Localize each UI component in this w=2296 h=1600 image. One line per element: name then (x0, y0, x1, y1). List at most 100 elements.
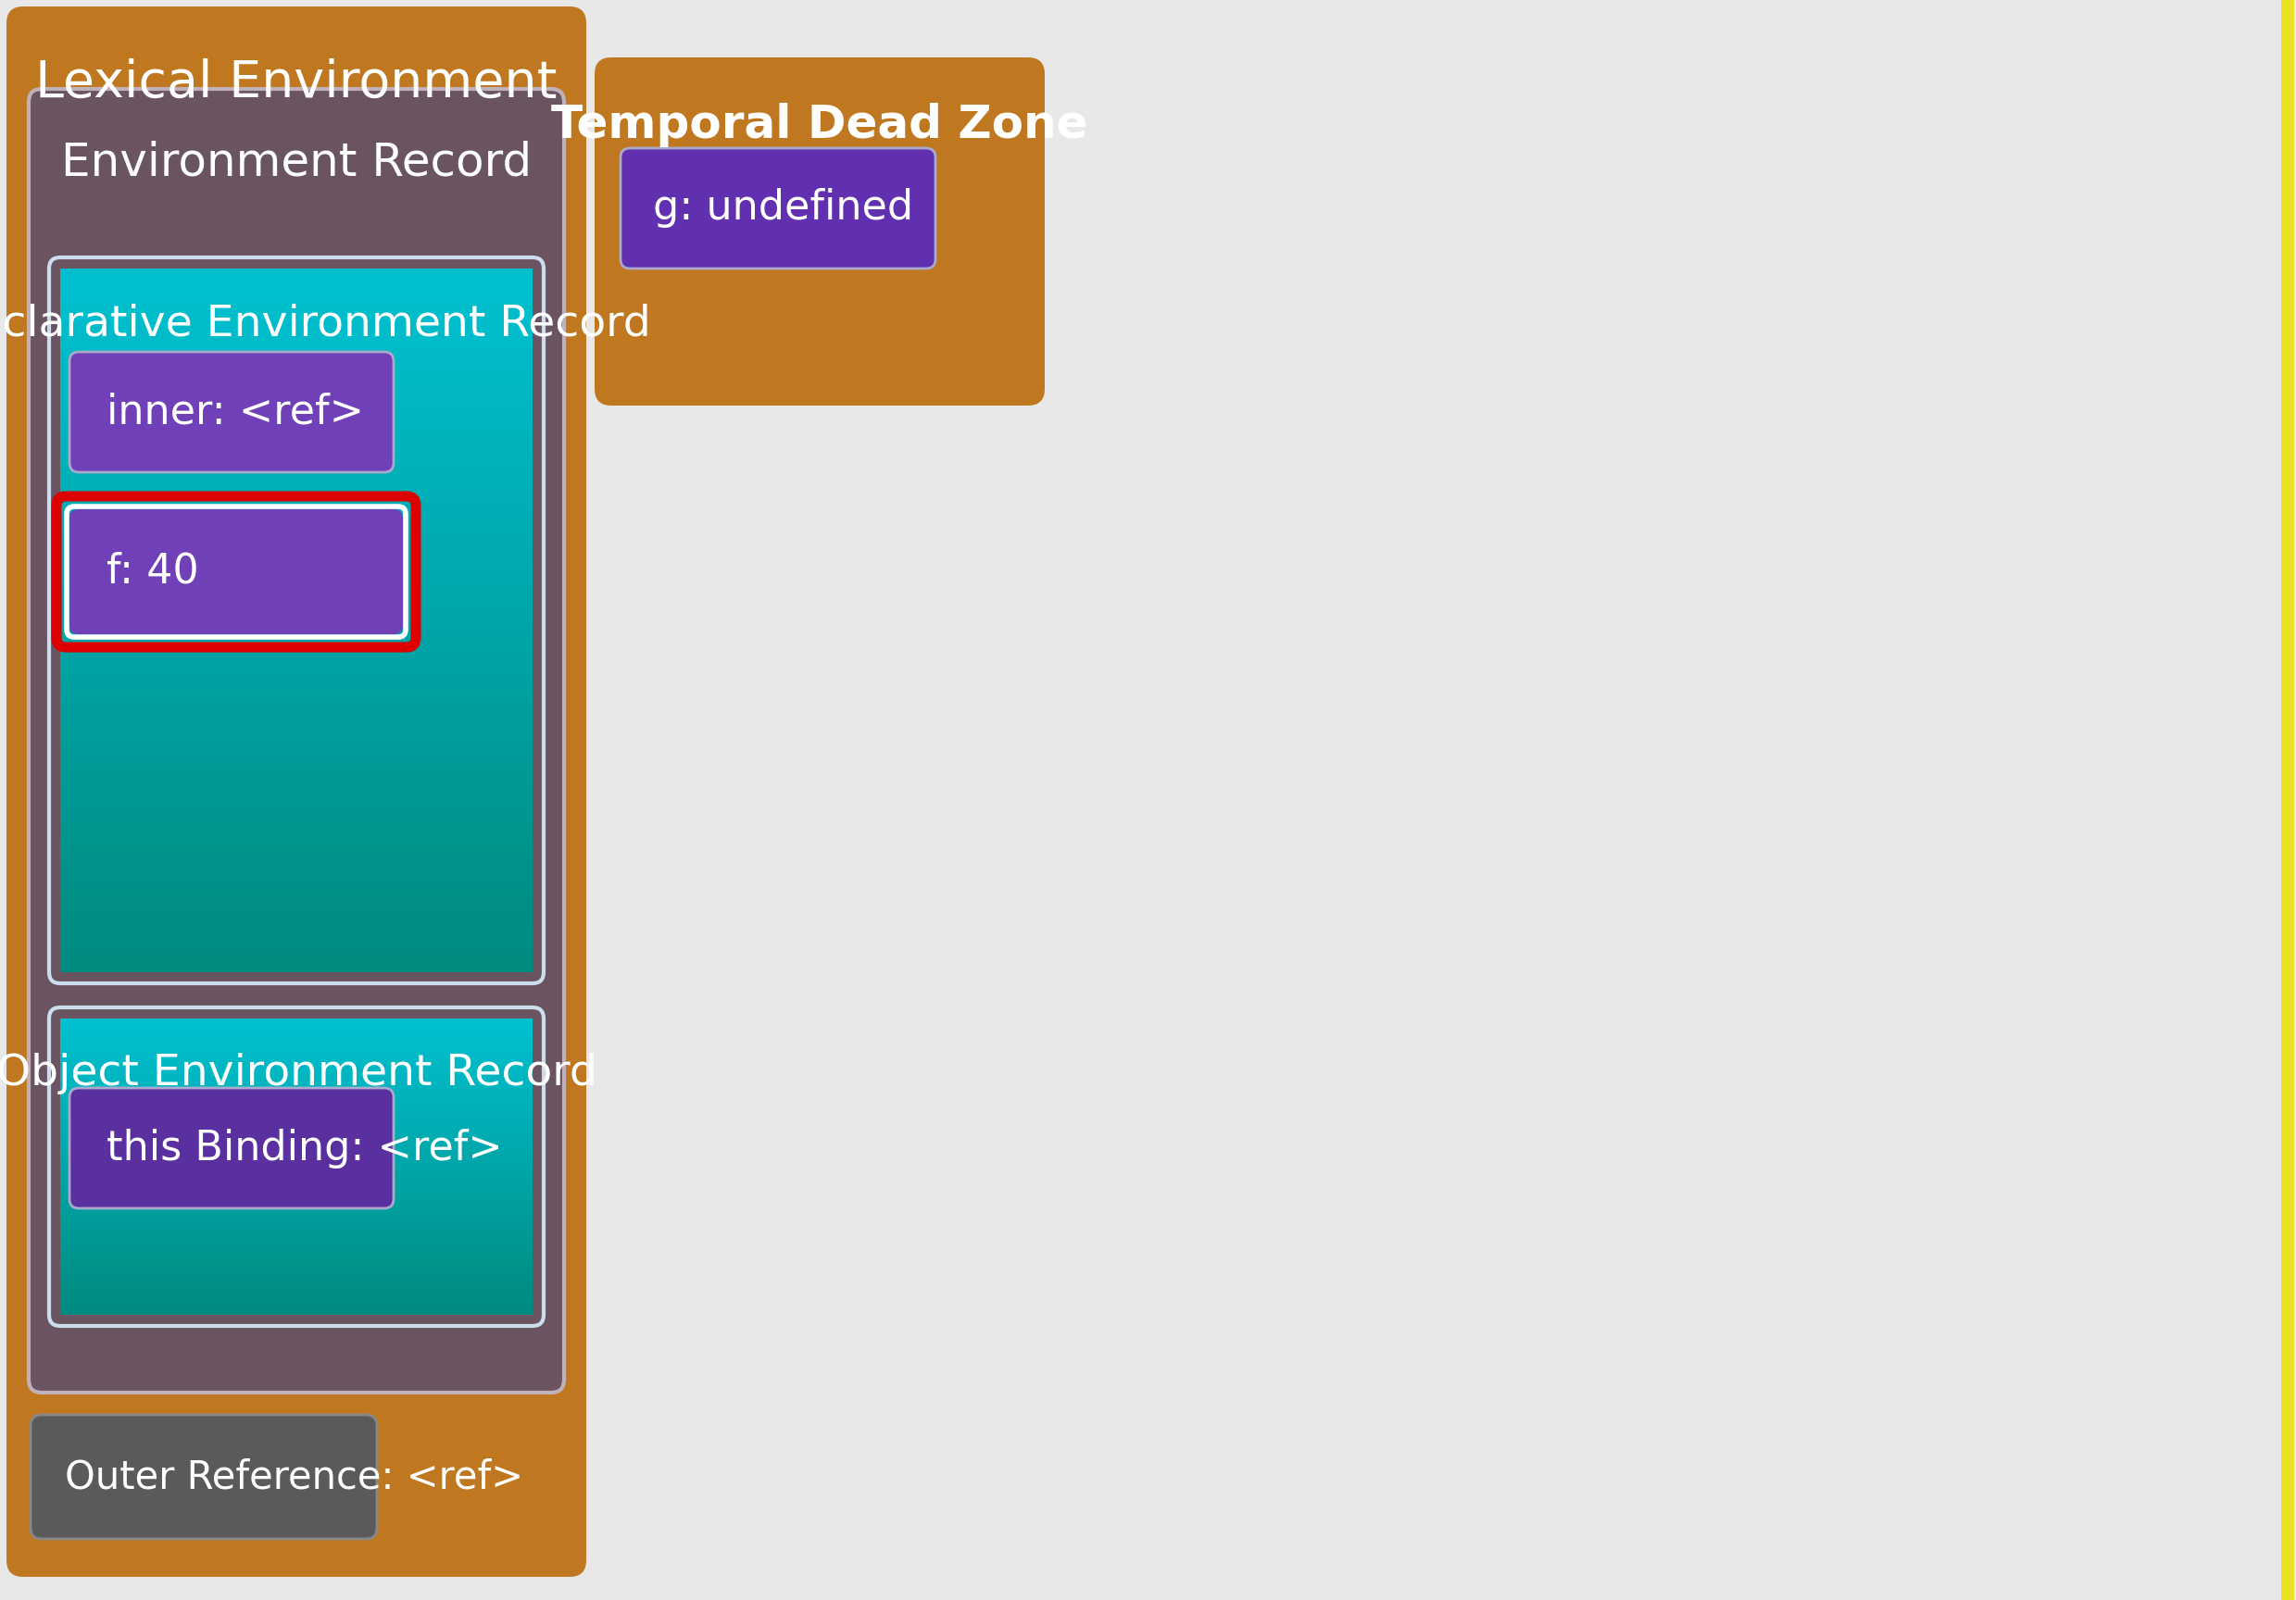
FancyBboxPatch shape (30, 90, 565, 1392)
FancyBboxPatch shape (30, 1414, 377, 1539)
Bar (60, 850, 533, 858)
Bar (60, 1155, 533, 1160)
Bar (60, 1045, 533, 1048)
Bar (60, 1299, 533, 1304)
Bar (60, 1160, 533, 1163)
Bar (60, 603, 533, 611)
Bar (60, 1078, 533, 1082)
Bar (60, 744, 533, 752)
Bar (60, 1256, 533, 1259)
Bar (60, 629, 533, 638)
Bar (60, 664, 533, 674)
Bar (60, 1138, 533, 1141)
Bar (60, 1208, 533, 1211)
Bar (60, 1090, 533, 1093)
Bar (60, 1101, 533, 1104)
Bar (60, 674, 533, 682)
Bar (60, 1093, 533, 1096)
Bar (60, 1307, 533, 1310)
Bar (60, 480, 533, 488)
Bar (60, 1030, 533, 1034)
Bar (60, 1174, 533, 1178)
FancyBboxPatch shape (69, 1088, 393, 1208)
Bar (60, 392, 533, 400)
Bar (60, 875, 533, 885)
FancyBboxPatch shape (69, 509, 402, 634)
Bar (60, 1290, 533, 1293)
Bar (60, 734, 533, 744)
Bar (60, 1219, 533, 1222)
Bar (60, 277, 533, 286)
Bar (60, 286, 533, 294)
Bar (60, 1051, 533, 1056)
Bar (60, 955, 533, 963)
Bar (60, 1096, 533, 1101)
Bar (60, 1248, 533, 1251)
Bar (60, 611, 533, 621)
Text: Outer Reference: <ref>: Outer Reference: <ref> (64, 1458, 523, 1496)
Bar (60, 902, 533, 910)
Bar (60, 893, 533, 902)
Bar (60, 770, 533, 779)
Bar (60, 1222, 533, 1226)
Bar (60, 1034, 533, 1037)
Bar (60, 1056, 533, 1059)
Bar (60, 435, 533, 445)
Bar (60, 1214, 533, 1219)
Bar (60, 1059, 533, 1062)
Bar (60, 418, 533, 427)
Bar (60, 453, 533, 462)
Bar (60, 1022, 533, 1026)
Bar (60, 330, 533, 339)
Bar (60, 1048, 533, 1051)
Bar (60, 523, 533, 533)
Bar (60, 963, 533, 973)
Bar (60, 1211, 533, 1214)
Bar (60, 488, 533, 498)
Bar (60, 1085, 533, 1090)
Bar (60, 558, 533, 568)
FancyBboxPatch shape (620, 149, 934, 269)
Bar (60, 1107, 533, 1110)
Text: this Binding: <ref>: this Binding: <ref> (106, 1128, 503, 1168)
Bar (60, 1189, 533, 1192)
Bar (60, 867, 533, 875)
Bar (60, 1178, 533, 1181)
Bar (60, 1304, 533, 1307)
Bar (60, 1270, 533, 1274)
Bar (60, 779, 533, 787)
Bar (60, 1234, 533, 1237)
Bar (60, 1186, 533, 1189)
Bar (60, 382, 533, 392)
Bar (60, 682, 533, 691)
Bar (60, 515, 533, 523)
Bar (60, 814, 533, 822)
Bar (60, 1278, 533, 1282)
Bar (60, 594, 533, 603)
Bar (60, 787, 533, 797)
Bar (60, 365, 533, 374)
Bar (60, 1074, 533, 1078)
Text: Lexical Environment: Lexical Environment (34, 58, 558, 109)
Bar (60, 1282, 533, 1285)
Bar (60, 347, 533, 357)
Bar (60, 1149, 533, 1152)
Bar (60, 541, 533, 550)
Bar (60, 322, 533, 330)
Bar (60, 1274, 533, 1278)
Bar (60, 1040, 533, 1045)
Bar (60, 304, 533, 312)
Bar (60, 797, 533, 805)
Bar (60, 1245, 533, 1248)
Bar (60, 357, 533, 365)
Bar (60, 805, 533, 814)
Bar (60, 858, 533, 867)
Bar (60, 445, 533, 453)
Bar (60, 339, 533, 347)
Bar (60, 1037, 533, 1040)
Bar (60, 576, 533, 586)
Bar (60, 621, 533, 629)
Bar (60, 1118, 533, 1122)
Bar (60, 1230, 533, 1234)
Bar (60, 1197, 533, 1200)
